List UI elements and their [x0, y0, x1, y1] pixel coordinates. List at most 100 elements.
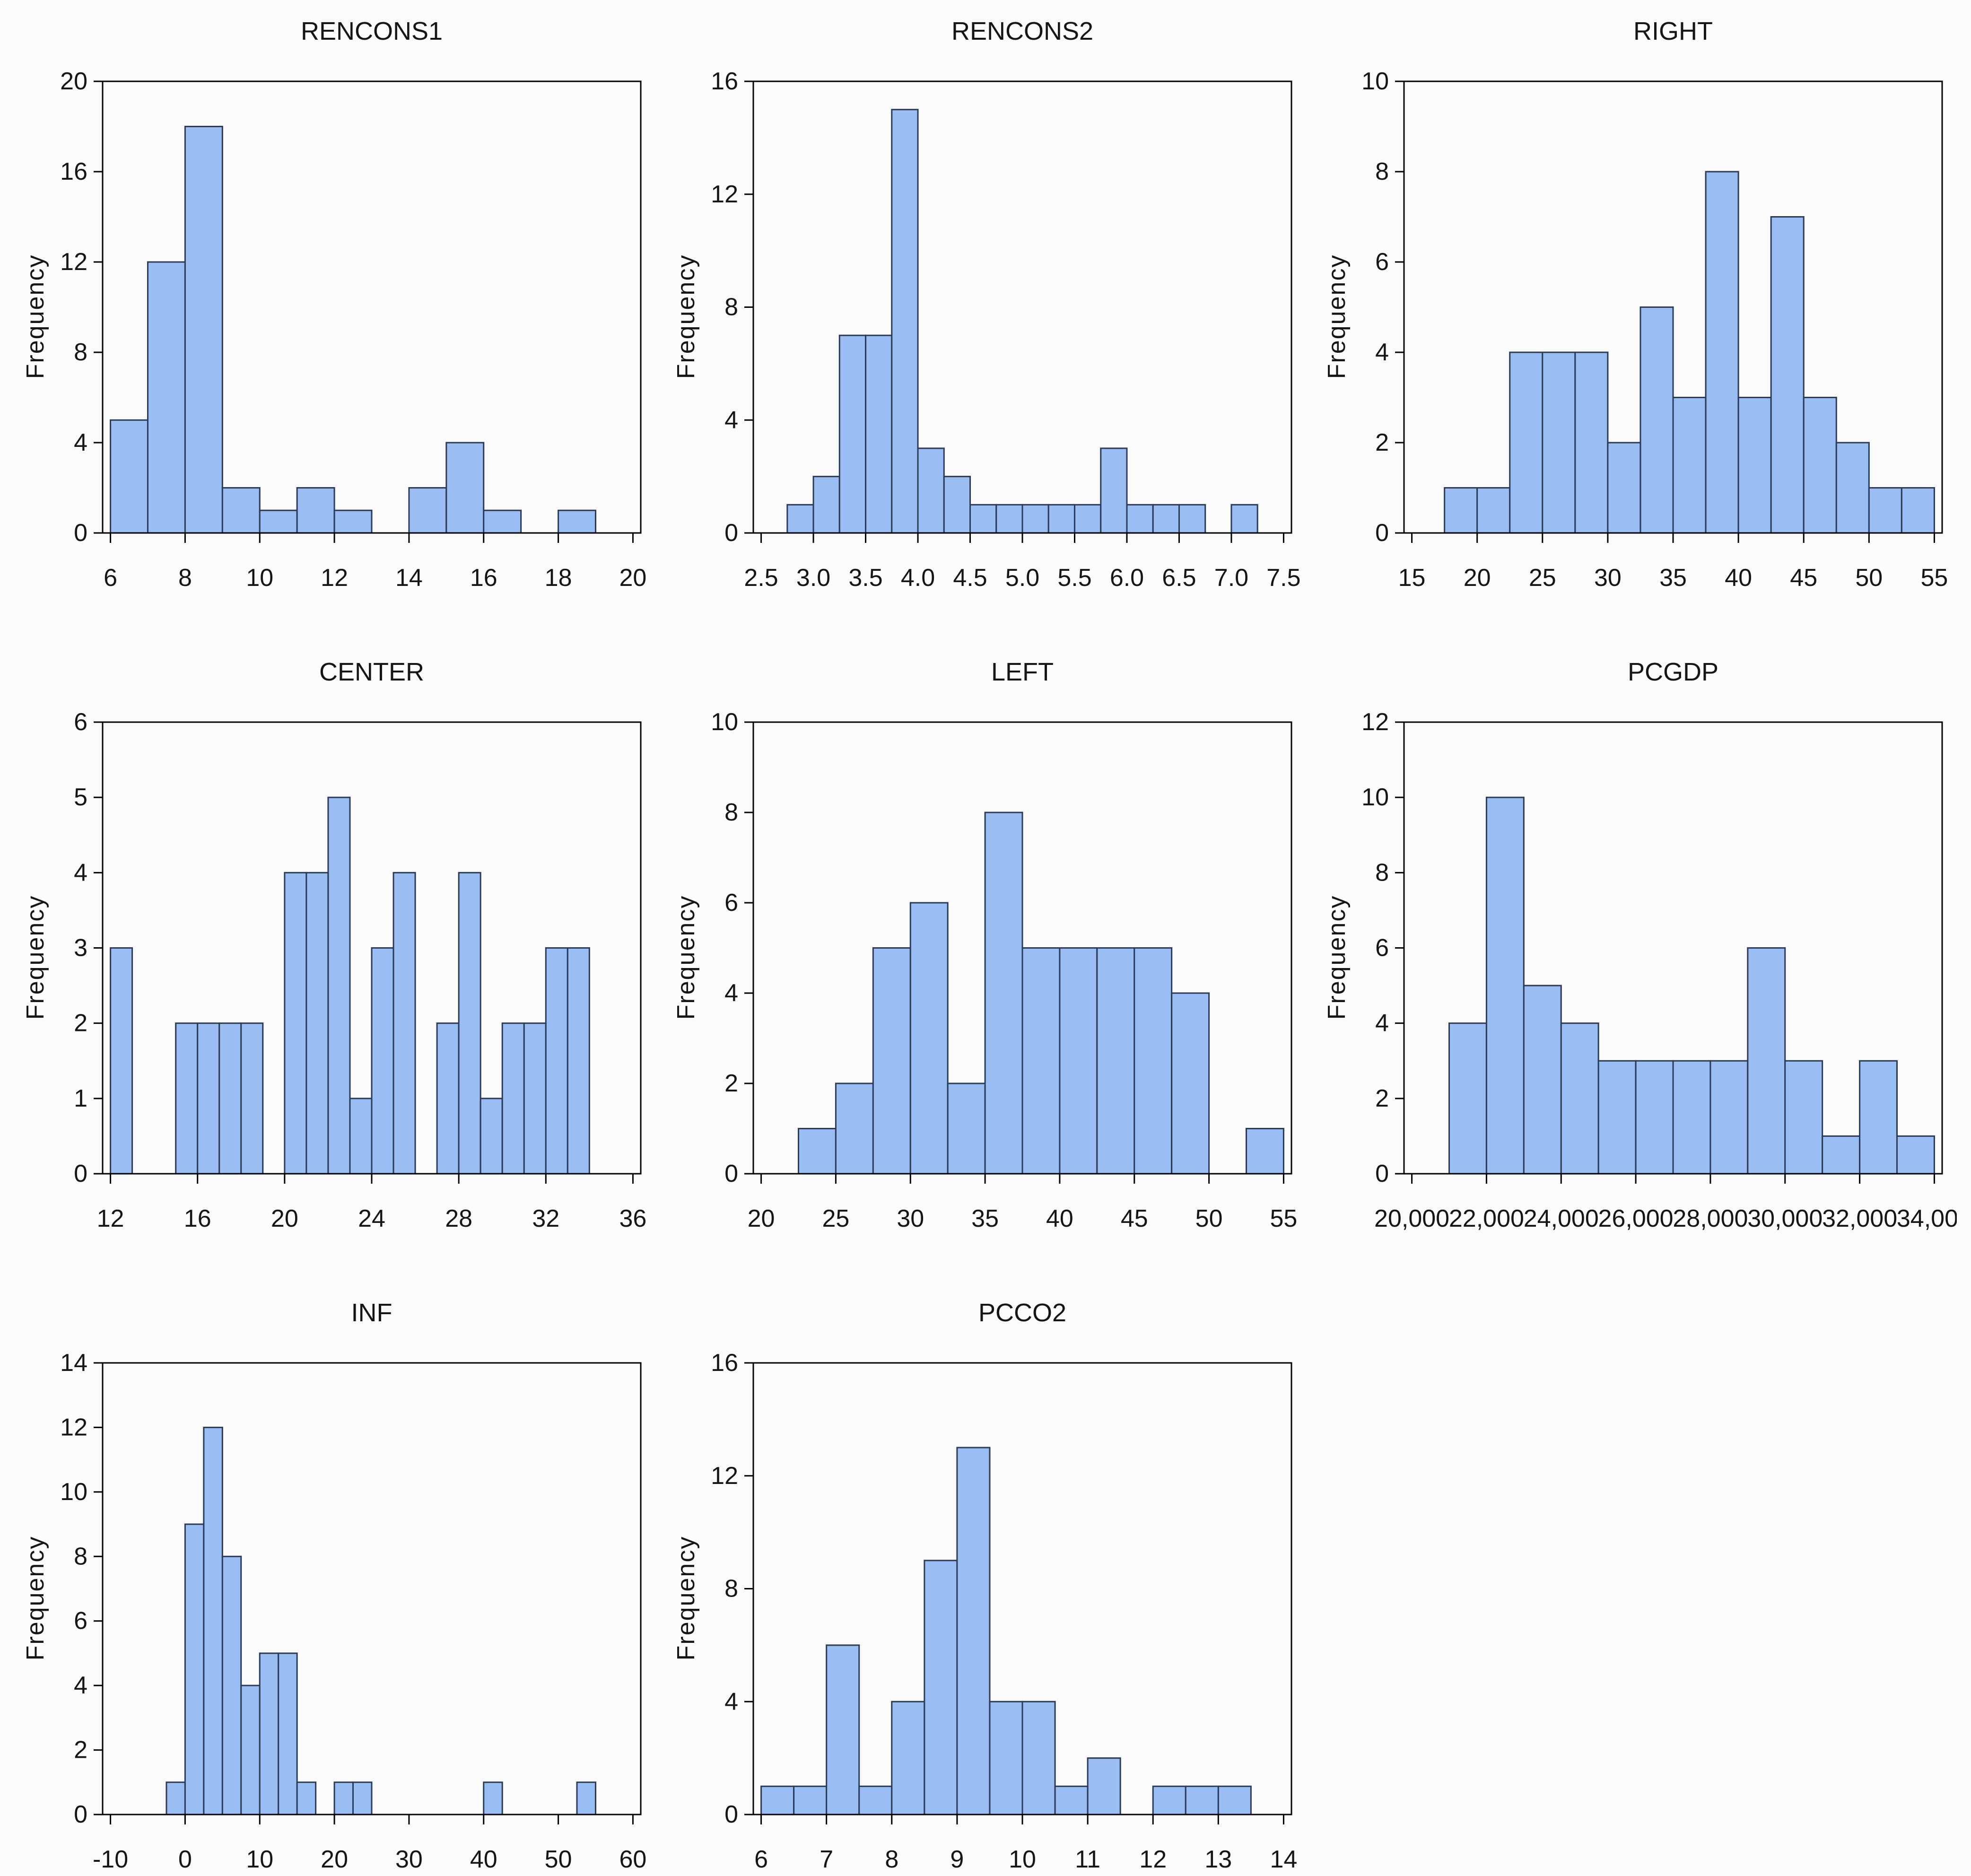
histogram-bar: [305, 872, 329, 1175]
histogram-bar: [1054, 1785, 1089, 1815]
histogram-bar: [1560, 1022, 1599, 1175]
histogram-bar: [175, 1022, 199, 1175]
x-tick-label: 13: [1204, 1846, 1232, 1873]
x-tick-label: 45: [1790, 564, 1817, 592]
y-tick-label: 6: [1375, 248, 1389, 276]
y-tick-label: 6: [724, 889, 738, 916]
x-tick-label: 25: [822, 1205, 849, 1232]
histogram-bar: [1230, 504, 1258, 534]
x-tick-label: 45: [1121, 1205, 1148, 1232]
y-axis-title: Frequency: [22, 1536, 49, 1661]
x-tick-label: 6.5: [1162, 564, 1196, 592]
histogram-bar: [984, 811, 1023, 1175]
x-tick-label: 20: [1464, 564, 1491, 592]
histogram-bar: [1523, 985, 1562, 1175]
x-tick-label: 4.5: [953, 564, 987, 592]
y-tick-label: 8: [1375, 158, 1389, 185]
histogram-bar: [1021, 947, 1061, 1175]
y-tick-label: 12: [60, 1414, 87, 1441]
y-tick-label: 12: [60, 248, 87, 276]
chart-title: INF: [351, 1299, 392, 1327]
histogram-bar: [1542, 351, 1576, 534]
y-tick-label: 2: [724, 1070, 738, 1097]
left-histogram: 0 2 4 6 8 10 20 25 30 35 40 45 50 55 LEFT Frequency: [672, 658, 1298, 1232]
y-tick-label: 0: [1375, 519, 1389, 547]
histogram-bar: [296, 487, 335, 534]
x-tick-label: 20,000: [1374, 1205, 1449, 1232]
x-tick-label: 30,000: [1747, 1205, 1823, 1232]
histogram-bar: [1640, 306, 1674, 534]
histogram-bar: [1087, 1757, 1121, 1815]
histogram-bar: [891, 1701, 925, 1815]
chart-pcgdp: 0 2 4 6 8 10 12 20,000 22,000 24,000 26,000 28,000 3…: [1306, 641, 1957, 1282]
histogram-bar: [956, 1447, 991, 1815]
y-axis-title: Frequency: [22, 895, 49, 1020]
y-tick-label: 16: [711, 1349, 738, 1377]
histogram-bar: [1448, 1022, 1487, 1175]
y-tick-label: 2: [1375, 429, 1389, 456]
histogram-bar: [278, 1652, 298, 1815]
histogram-bar: [1835, 442, 1870, 534]
x-tick-label: 40: [1046, 1205, 1073, 1232]
histogram-bar: [240, 1684, 261, 1815]
x-tick-label: 3.0: [796, 564, 830, 592]
x-tick-label: -10: [93, 1846, 128, 1873]
x-tick-label: 30: [897, 1205, 924, 1232]
y-tick-label: 0: [74, 1160, 87, 1187]
histogram-bar: [947, 1082, 986, 1175]
y-tick-label: 0: [74, 1801, 87, 1828]
histogram-bar: [221, 487, 261, 534]
histogram-bar: [458, 872, 481, 1175]
rencons1-histogram: 0 4 8 12 16 20 6 8 10 12 14 16 18 20 RENCONS1 Frequency: [22, 17, 647, 592]
histogram-bar: [1705, 171, 1739, 534]
x-tick-label: 20: [748, 1205, 775, 1232]
histogram-bar: [523, 1022, 547, 1175]
x-tick-label: 10: [246, 1846, 273, 1873]
histogram-bar: [1444, 487, 1478, 534]
y-tick-label: 10: [711, 708, 738, 736]
y-tick-label: 16: [711, 68, 738, 95]
x-tick-label: 6.0: [1110, 564, 1144, 592]
y-axis-title: Frequency: [672, 895, 700, 1020]
histogram-bar: [184, 1523, 205, 1815]
x-tick-label: 28: [445, 1205, 472, 1232]
plot-frame: [102, 80, 642, 534]
x-tick-label: 55: [1270, 1205, 1298, 1232]
histogram-bar: [166, 1781, 186, 1815]
y-tick-label: 8: [724, 1575, 738, 1603]
y-tick-label: 4: [724, 979, 738, 1007]
y-tick-label: 4: [1375, 1010, 1389, 1037]
x-tick-label: 5.5: [1057, 564, 1091, 592]
histogram-bar: [203, 1426, 223, 1815]
histogram-bar: [221, 1555, 242, 1815]
y-tick-label: 16: [60, 158, 87, 185]
y-tick-label: 0: [724, 519, 738, 547]
y-tick-label: 8: [1375, 859, 1389, 886]
x-tick-label: 28,000: [1673, 1205, 1748, 1232]
x-tick-label: 24,000: [1524, 1205, 1599, 1232]
histogram-bar: [1096, 947, 1135, 1175]
chart-pcco2: 0 4 8 12 16 6 7 8 9 10 11 12 13 14 PCCO2 Frequency: [655, 1282, 1306, 1876]
plot-frame: [102, 1362, 642, 1815]
y-tick-label: 4: [74, 429, 87, 456]
histogram-bar: [760, 1785, 795, 1815]
chart-left: 0 2 4 6 8 10 20 25 30 35 40 45 50 55 LEFT Frequency: [655, 641, 1306, 1282]
x-tick-label: 20: [619, 564, 647, 592]
right-histogram: 0 2 4 6 8 10 15 20 25 30 35 40 45 50 55 RIGHT Frequency: [1323, 17, 1948, 592]
plot-frame: [752, 721, 1292, 1175]
histogram-bar: [1047, 504, 1075, 534]
chart-title: RENCONS1: [301, 17, 443, 45]
rencons2-histogram: 0 4 8 12 16 2.5 3.0 3.5 4.0 4.5 5.0 5.5 6.0 6.5 7.0 7.5…: [672, 17, 1301, 592]
histogram-bar: [352, 1781, 373, 1815]
histogram-bar: [392, 872, 416, 1175]
histogram-bar: [1476, 487, 1511, 534]
x-tick-label: 50: [1855, 564, 1883, 592]
chart-center: 0 1 2 3 4 5 6 12 16 20 24 28 32 36 CENTER Frequency: [5, 641, 655, 1282]
histogram-bar: [1021, 504, 1049, 534]
histogram-bar: [1217, 1785, 1252, 1815]
histogram-grid: 0 4 8 12 16 20 6 8 10 12 14 16 18 20 RENCONS1 Frequency…: [5, 0, 1957, 1876]
x-tick-label: 14: [1270, 1846, 1298, 1873]
histogram-bar: [259, 509, 298, 534]
histogram-bar: [1822, 1135, 1861, 1175]
